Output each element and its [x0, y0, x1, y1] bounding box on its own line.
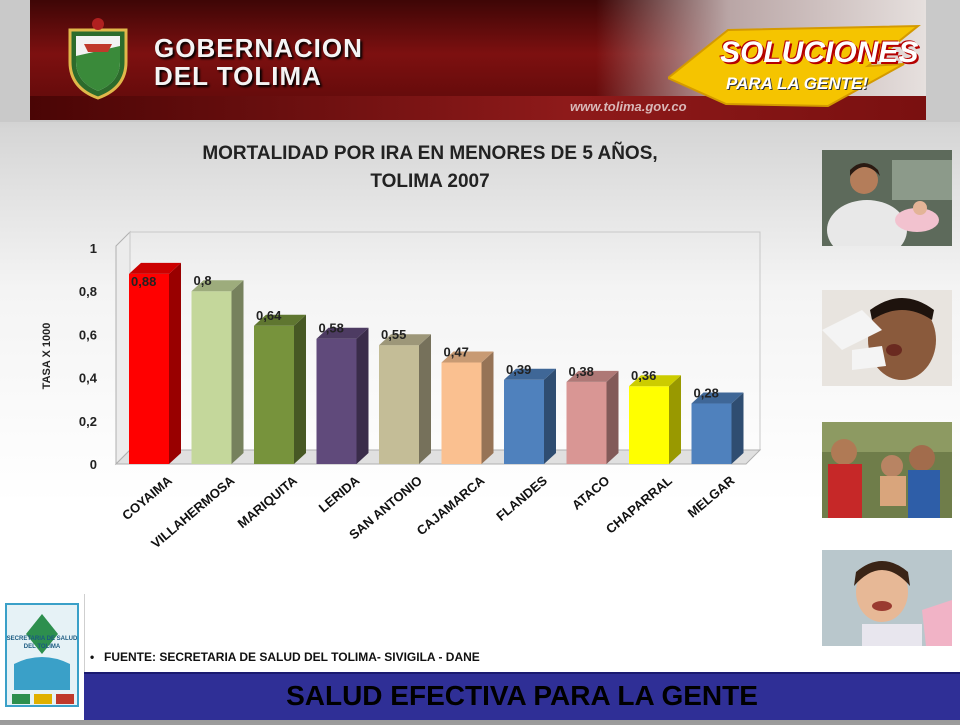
bar-top — [316, 327, 369, 339]
slogan-line-1: SOLUCIONES — [720, 36, 919, 69]
bar-value-label: 0,64 — [256, 308, 282, 323]
chart-side-wall — [115, 230, 131, 466]
bar-value-label: 0,8 — [194, 273, 212, 288]
bar-top — [191, 280, 244, 292]
bar-value-label: 0,28 — [694, 386, 719, 401]
bar-top — [566, 370, 619, 382]
footer-bar: SALUD EFECTIVA PARA LA GENTE — [84, 672, 960, 720]
category-label: CAJAMARCA — [414, 472, 488, 538]
chart-title: MORTALIDAD POR IRA EN MENORES DE 5 AÑOS,… — [100, 140, 760, 196]
slogan-arrow-icon — [668, 24, 921, 108]
logo-line-1: SECRETARIA DE SALUD — [6, 636, 78, 642]
source-note: • FUENTE: SECRETARIA DE SALUD DEL TOLIMA-… — [90, 650, 480, 664]
bar-side — [294, 314, 306, 464]
logo-line-2: DEL TOLIMA — [23, 644, 61, 650]
y-tick-label: 1 — [90, 241, 97, 256]
chart-title-line-1: MORTALIDAD POR IRA EN MENORES DE 5 AÑOS, — [202, 143, 658, 164]
y-tick-label: 0,2 — [79, 414, 97, 429]
category-label: ATACO — [569, 473, 613, 513]
bar-top — [504, 368, 556, 380]
bar-top — [379, 334, 431, 346]
bar-value-label: 0,55 — [381, 327, 406, 342]
bar-front — [254, 325, 294, 464]
chart-title-line-2: TOLIMA 2007 — [370, 171, 490, 192]
bar-top — [441, 351, 494, 363]
bar-front — [566, 381, 607, 464]
category-label: CHAPARRAL — [603, 473, 675, 537]
bar-front — [191, 291, 232, 464]
mother-child-photo — [822, 150, 952, 246]
smiling-child-photo — [822, 550, 952, 646]
header-banner: GOBERNACION DEL TOLIMA www.tolima.gov.co… — [0, 0, 960, 122]
title-line-1: GOBERNACION — [154, 33, 363, 63]
bar-value-label: 0,38 — [569, 364, 594, 379]
government-title: GOBERNACION DEL TOLIMA — [154, 34, 363, 90]
category-label: COYAIMA — [119, 472, 175, 523]
bar-value-label: 0,47 — [444, 344, 469, 359]
bar-side — [481, 351, 494, 464]
footer-slogan: SALUD EFECTIVA PARA LA GENTE — [286, 680, 758, 711]
bar-side — [669, 375, 681, 464]
bar-front — [441, 362, 482, 464]
bar-top — [129, 262, 181, 274]
bar-side — [606, 370, 619, 464]
secretariat-emblem-icon — [5, 603, 79, 707]
y-tick-label: 0,8 — [79, 284, 97, 299]
y-axis-label: TASA X 1000 — [41, 323, 53, 390]
category-label: LERIDA — [316, 472, 363, 515]
website-url: www.tolima.gov.co — [570, 99, 687, 114]
slogan-badge: SOLUCIONES PARA LA GENTE! — [668, 20, 924, 108]
bar-side — [544, 368, 556, 464]
health-secretariat-logo: SECRETARIA DE SALUD DEL TOLIMA — [0, 594, 85, 720]
y-tick-label: 0,4 — [79, 371, 98, 386]
bar-side — [419, 334, 431, 464]
bar-front — [379, 345, 419, 464]
bar-top — [629, 375, 681, 387]
category-label: MARIQUITA — [235, 472, 301, 531]
bar-front — [691, 403, 732, 464]
bar-front — [129, 273, 169, 464]
y-tick-label: 0 — [90, 457, 97, 472]
bar-front — [504, 379, 544, 464]
source-text: FUENTE: SECRETARIA DE SALUD DEL TOLIMA- … — [104, 650, 480, 664]
y-tick-label: 0,6 — [79, 327, 97, 342]
bar-top — [254, 314, 306, 326]
title-line-2: DEL TOLIMA — [154, 61, 322, 91]
category-label: MELGAR — [685, 472, 738, 520]
logo-text: SECRETARIA DE SALUD DEL TOLIMA — [0, 635, 84, 651]
bar-front — [629, 386, 669, 464]
child-vaccination-photo — [822, 290, 952, 386]
bar-value-label: 0,36 — [631, 368, 656, 383]
bar-side — [356, 327, 369, 464]
bar-side — [731, 392, 744, 464]
slogan-line-2: PARA LA GENTE! — [726, 74, 868, 93]
bar-side — [231, 280, 244, 464]
category-label: FLANDES — [493, 473, 550, 524]
bar-value-label: 0,88 — [131, 274, 156, 289]
bar-top — [691, 392, 744, 404]
children-group-photo — [822, 422, 952, 518]
bullet-icon: • — [90, 650, 95, 664]
bar-front — [316, 338, 357, 464]
bar-value-label: 0,58 — [319, 321, 344, 336]
bar-value-label: 0,39 — [506, 362, 531, 377]
bar-side — [169, 262, 181, 464]
coat-of-arms-icon — [68, 18, 128, 100]
